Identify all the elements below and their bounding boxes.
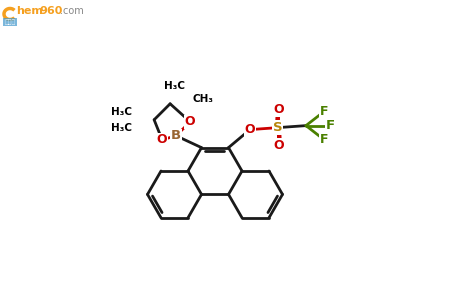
Text: S: S — [273, 121, 283, 134]
Text: hem: hem — [16, 6, 43, 16]
Text: H₃C: H₃C — [111, 107, 132, 117]
Text: .com: .com — [60, 6, 84, 16]
Text: O: O — [273, 139, 284, 152]
Text: 960: 960 — [39, 6, 63, 16]
Text: H₃C: H₃C — [164, 81, 185, 91]
Text: B: B — [171, 129, 181, 142]
Text: 化工网: 化工网 — [4, 19, 16, 25]
Text: O: O — [245, 123, 255, 136]
Text: CH₃: CH₃ — [192, 94, 213, 104]
Text: F: F — [319, 105, 328, 118]
Text: F: F — [319, 133, 328, 146]
Text: F: F — [326, 119, 335, 132]
Text: 化工网: 化工网 — [4, 19, 16, 25]
Text: O: O — [273, 103, 284, 116]
Text: O: O — [185, 115, 195, 128]
Text: H₃C: H₃C — [111, 123, 132, 133]
Text: O: O — [157, 133, 167, 146]
